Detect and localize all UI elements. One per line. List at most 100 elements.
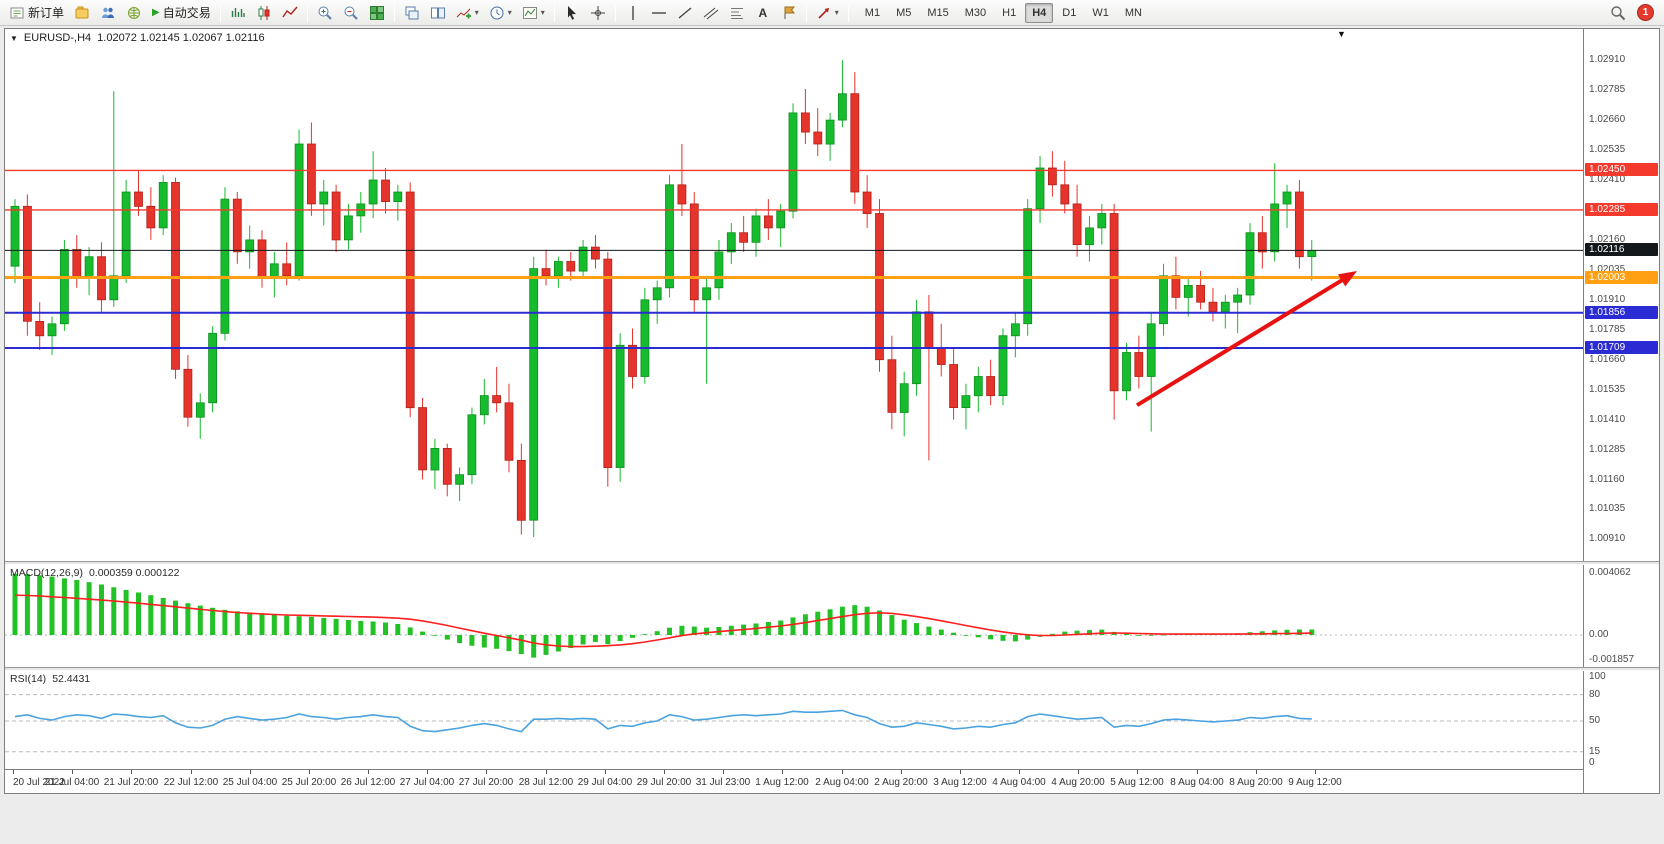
zoom-out-button[interactable] (339, 2, 363, 24)
time-label: 27 Jul 04:00 (399, 777, 455, 788)
periods-button[interactable]: ▾ (485, 2, 516, 24)
price-line-label: 1.01709 (1585, 341, 1658, 354)
toolbar-separator (614, 3, 616, 22)
toolbar-separator (306, 3, 308, 22)
trendline-icon (678, 6, 692, 19)
time-axis-corner (1583, 769, 1659, 793)
search-icon (1611, 5, 1626, 20)
rsi-name: RSI(14) (10, 673, 47, 685)
price-scale[interactable]: 1.02910 1.02785 1.02660 1.02535 1.02410 1.022… (1583, 29, 1659, 561)
time-tick (309, 770, 310, 774)
time-label: 2 Aug 20:00 (874, 777, 928, 788)
time-tick (723, 770, 724, 774)
trendline-button[interactable] (673, 2, 697, 24)
price-tick-label: 1.02410 (1589, 174, 1626, 185)
symbol-dropdown-icon[interactable]: ▼ (10, 33, 18, 43)
label-tool-button[interactable] (777, 2, 801, 24)
timeframe-h4[interactable]: H4 (1025, 2, 1054, 23)
new-order-label: 新订单 (28, 6, 65, 20)
cursor-button[interactable] (560, 2, 584, 24)
cascade-windows-button[interactable] (400, 2, 424, 24)
macd-scale[interactable]: 0.004062 0.00 -0.001857 (1583, 565, 1659, 667)
time-tick (960, 770, 961, 774)
macd-tick-label: -0.001857 (1589, 654, 1635, 665)
line-chart-button[interactable] (278, 2, 302, 24)
timeframe-m30[interactable]: M30 (958, 3, 993, 23)
timeframe-m5[interactable]: M5 (889, 3, 918, 23)
price-tick-label: 1.01535 (1589, 384, 1626, 395)
timeframe-mn[interactable]: MN (1118, 3, 1149, 23)
price-line-label: 1.02116 (1585, 243, 1658, 256)
zoom-in-button[interactable] (313, 2, 337, 24)
timeframe-group: M1 M5 M15 M30 H1 H4 D1 W1 MN (857, 2, 1150, 23)
tile-windows-button[interactable] (365, 2, 389, 24)
shapes-button[interactable]: ▾ (812, 2, 843, 24)
time-tick (842, 770, 843, 774)
accounts-icon (102, 7, 115, 18)
periods-icon (490, 6, 504, 19)
timeframe-m15[interactable]: M15 (920, 3, 955, 23)
search-button[interactable] (1606, 2, 1630, 24)
community-button[interactable] (122, 2, 146, 24)
macd-label: MACD(12,26,9) 0.000359 0.000122 (10, 567, 179, 579)
price-tick-label: 1.01410 (1589, 414, 1626, 425)
auto-trading-label: 自动交易 (162, 6, 211, 20)
candlestick-chart-canvas[interactable] (5, 29, 1583, 561)
auto-trading-button[interactable]: ▶ 自动交易 (148, 2, 215, 24)
text-tool-button[interactable]: A (751, 2, 775, 24)
arrange-windows-button[interactable] (426, 2, 450, 24)
order-ticket-button[interactable] (70, 2, 94, 24)
templates-button[interactable]: ▾ (518, 2, 549, 24)
rsi-chart-canvas[interactable] (5, 671, 1583, 769)
timeframe-m1[interactable]: M1 (858, 3, 887, 23)
vertical-line-button[interactable] (621, 2, 645, 24)
time-label: 27 Jul 20:00 (458, 777, 514, 788)
timeframe-h1[interactable]: H1 (995, 3, 1023, 23)
time-tick (191, 770, 192, 774)
time-label: 9 Aug 12:00 (1288, 777, 1342, 788)
zoom-in-icon (318, 6, 332, 20)
panel-splitter[interactable] (5, 561, 1659, 565)
macd-chart-canvas[interactable] (5, 565, 1583, 667)
time-label: 29 Jul 20:00 (636, 777, 692, 788)
macd-panel[interactable]: MACD(12,26,9) 0.000359 0.000122 (5, 565, 1583, 667)
new-order-button[interactable]: 新订单 (5, 2, 68, 24)
price-tick-label: 1.01160 (1589, 474, 1625, 485)
candlestick-chart-button[interactable] (252, 2, 276, 24)
time-tick (782, 770, 783, 774)
fibonacci-button[interactable] (725, 2, 749, 24)
time-label: 20 Jul 2022 (13, 777, 65, 788)
time-label: 1 Aug 12:00 (755, 777, 809, 788)
toolbar: 新订单 ▶ 自动交易 ▾ ▾ (0, 0, 1664, 26)
panel-splitter[interactable] (5, 667, 1659, 671)
time-tick (1256, 770, 1257, 774)
time-tick (546, 770, 547, 774)
horizontal-line-icon (651, 11, 666, 14)
time-tick (1315, 770, 1316, 774)
time-label: 21 Jul 20:00 (103, 777, 159, 788)
timeframe-d1[interactable]: D1 (1055, 3, 1083, 23)
timeframe-w1[interactable]: W1 (1085, 3, 1116, 23)
indicators-button[interactable]: ▾ (452, 2, 483, 24)
channel-button[interactable] (699, 2, 723, 24)
rsi-panel[interactable]: RSI(14) 52.4431 (5, 671, 1583, 769)
price-tick-label: 1.01285 (1589, 444, 1626, 455)
main-chart-panel[interactable]: ▼ EURUSD-,H4 1.02072 1.02145 1.02067 1.0… (5, 29, 1583, 561)
rsi-tick-label: 15 (1589, 746, 1601, 757)
time-axis-row: 20 Jul 2022 21 Jul 04:00 21 Jul 20:00 22 Ju… (5, 769, 1659, 793)
macd-row: MACD(12,26,9) 0.000359 0.000122 0.004062… (5, 565, 1659, 667)
crosshair-button[interactable] (586, 2, 610, 24)
price-line-label: 1.02003 (1585, 271, 1658, 284)
time-axis[interactable]: 20 Jul 2022 21 Jul 04:00 21 Jul 20:00 22 Ju… (5, 769, 1583, 793)
notification-badge[interactable]: 1 (1637, 4, 1654, 21)
bar-chart-button[interactable] (226, 2, 250, 24)
price-tick-label: 1.01910 (1589, 294, 1626, 305)
window-bottom-area (0, 794, 1664, 840)
bar-chart-icon (231, 7, 245, 17)
price-tick-label: 1.01660 (1589, 354, 1626, 365)
horizontal-line-button[interactable] (647, 2, 671, 24)
rsi-scale[interactable]: 100 80 50 15 0 (1583, 671, 1659, 769)
time-tick (901, 770, 902, 774)
accounts-button[interactable] (96, 2, 120, 24)
chevron-down-icon: ▾ (834, 7, 839, 17)
